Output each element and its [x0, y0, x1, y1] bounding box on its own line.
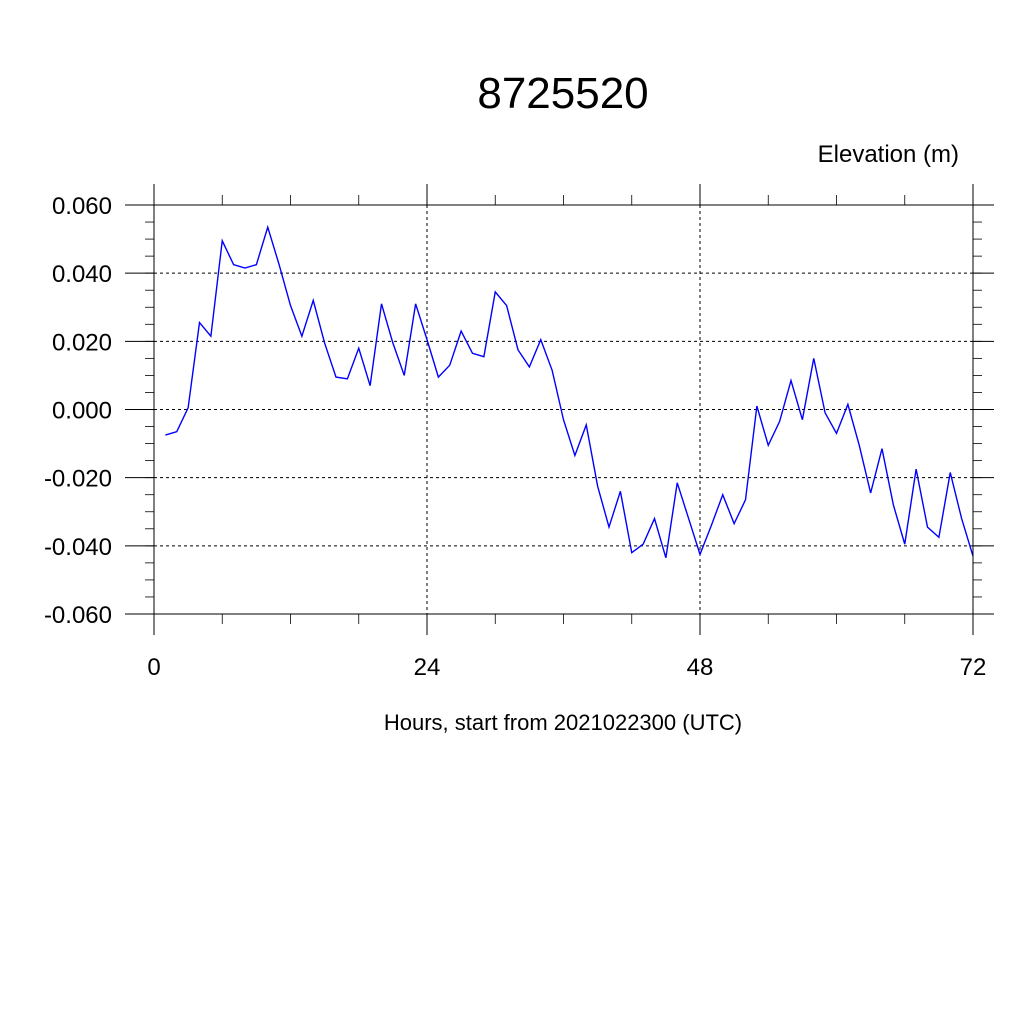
- chart-title: 8725520: [477, 69, 648, 118]
- x-tick-label: 24: [414, 654, 441, 681]
- y-tick-label: -0.020: [44, 466, 112, 493]
- y-tick-label: 0.040: [52, 261, 112, 288]
- series-line: [165, 224, 974, 558]
- x-tick-label: 0: [147, 654, 160, 681]
- x-tick-label: 48: [687, 654, 714, 681]
- y-tick-label: 0.000: [52, 398, 112, 425]
- y-tick-label: 0.020: [52, 329, 112, 356]
- axis-ticks: [125, 184, 994, 635]
- y-axis-label: Elevation (m): [818, 141, 959, 168]
- tick-labels: -0.060 -0.040 -0.020 0.000 0.020 0.040 0.060 0 2…: [44, 193, 986, 681]
- series-layer: [165, 224, 974, 558]
- y-tick-label: 0.060: [52, 193, 112, 220]
- y-tick-label: -0.060: [44, 602, 112, 629]
- x-axis-label: Hours, start from 2021022300 (UTC): [384, 710, 742, 735]
- x-tick-label: 72: [960, 654, 987, 681]
- y-tick-label: -0.040: [44, 534, 112, 561]
- plot-frame: [125, 184, 994, 635]
